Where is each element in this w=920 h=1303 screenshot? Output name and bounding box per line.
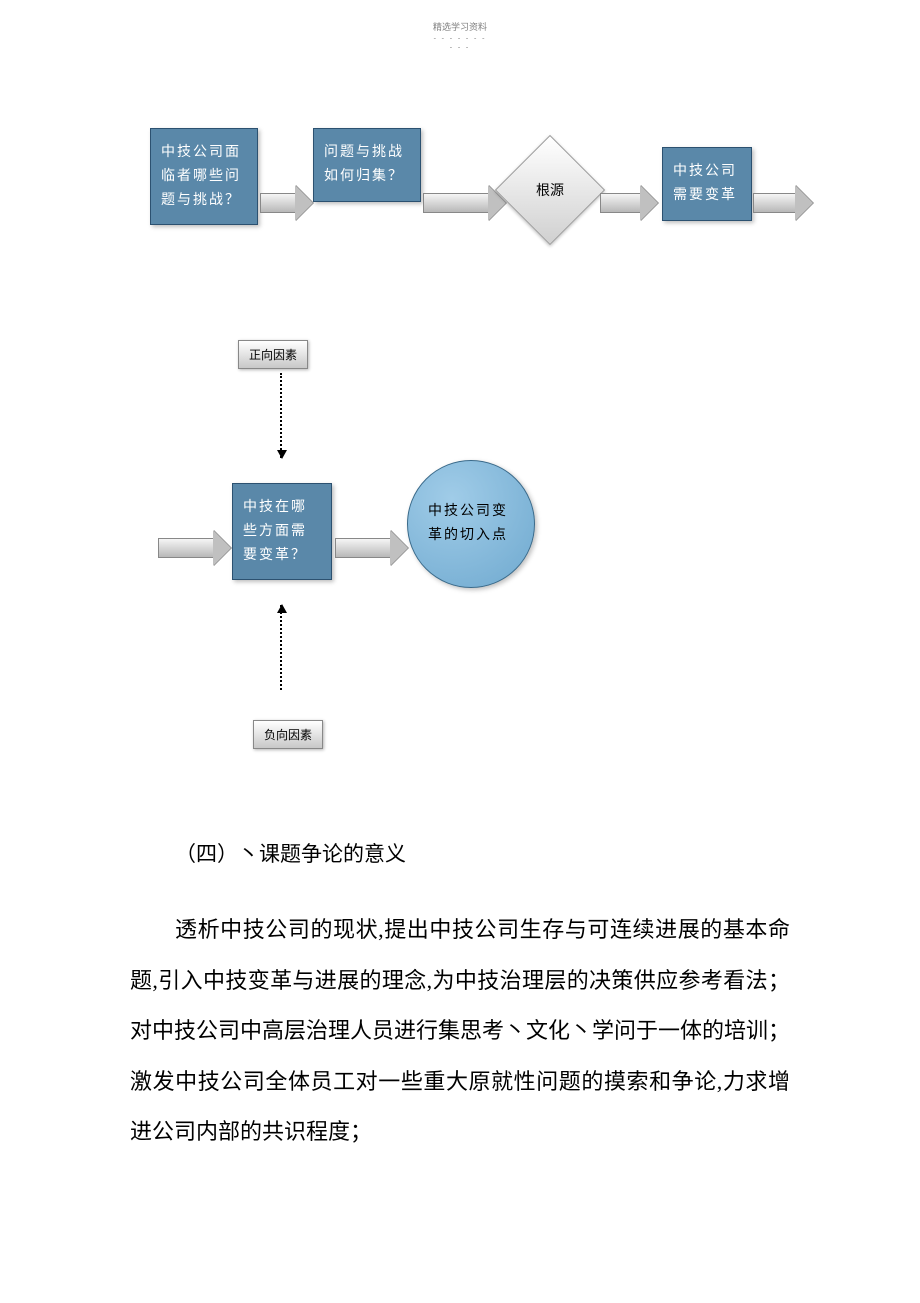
- header-dashes-1: - - - - - - -: [433, 34, 487, 43]
- arrow-4: [753, 185, 813, 221]
- node-where-change: 中技在哪些方面需要变革？: [232, 483, 332, 580]
- section-title: （四）丶课题争论的意义: [130, 830, 790, 878]
- node-collect: 问题与挑战如何归集？: [313, 128, 421, 202]
- node-entry-point: 中技公司变革的切入点: [407, 460, 535, 588]
- arrow-6: [335, 530, 408, 566]
- node-negative-factor: 负向因素: [253, 720, 323, 749]
- header-dashes-2: - - -: [433, 43, 487, 52]
- arrow-dotted-up: [280, 605, 282, 690]
- header-label: 精选学习资料: [433, 22, 487, 34]
- node-problems: 中技公司面临者哪些问题与挑战？: [150, 128, 258, 225]
- node-positive-factor: 正向因素: [238, 340, 308, 369]
- arrow-3: [600, 185, 658, 221]
- arrow-2: [423, 185, 506, 221]
- arrow-5: [158, 530, 231, 566]
- arrow-1: [260, 185, 313, 221]
- node-root-cause: 根源: [495, 135, 605, 245]
- section-paragraph: 透析中技公司的现状,提出中技公司生存与可连续进展的基本命题,引入中技变革与进展的…: [130, 905, 790, 1158]
- node-need-change: 中技公司需要变革: [662, 147, 752, 221]
- arrow-dotted-down: [280, 373, 282, 458]
- page-header: 精选学习资料 - - - - - - - - - -: [433, 22, 487, 52]
- flowchart: 中技公司面临者哪些问题与挑战？ 问题与挑战如何归集？ 根源 中技公司需要变革 正…: [0, 110, 920, 770]
